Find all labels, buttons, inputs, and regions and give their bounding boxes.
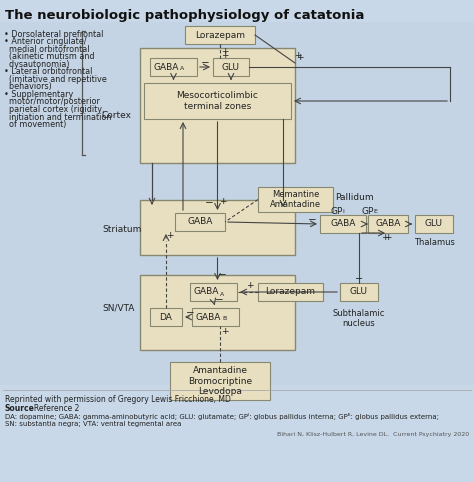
Text: −: − bbox=[218, 270, 227, 280]
Text: medial orbitofrontal: medial orbitofrontal bbox=[4, 45, 90, 54]
Text: GLU: GLU bbox=[350, 287, 368, 296]
Text: : Reference 2: : Reference 2 bbox=[29, 404, 79, 413]
Text: Lorazepam: Lorazepam bbox=[195, 30, 245, 40]
Text: dysautonomia): dysautonomia) bbox=[4, 60, 70, 69]
Text: • Lateral orbitofrontal: • Lateral orbitofrontal bbox=[4, 67, 92, 77]
Text: i: i bbox=[342, 209, 344, 214]
Text: +: + bbox=[221, 326, 229, 335]
FancyBboxPatch shape bbox=[150, 308, 182, 326]
Text: SN/VTA: SN/VTA bbox=[102, 304, 134, 312]
Text: GABA: GABA bbox=[330, 219, 356, 228]
Text: GABA: GABA bbox=[375, 219, 401, 228]
Text: GABA: GABA bbox=[154, 63, 179, 71]
Text: −: − bbox=[355, 274, 363, 284]
Text: GABA: GABA bbox=[187, 217, 213, 227]
Text: −: − bbox=[186, 308, 194, 318]
Text: Mesocorticolimbic
terminal zones: Mesocorticolimbic terminal zones bbox=[176, 91, 258, 111]
Text: SN: substantia negra; VTA: ventral tegmental area: SN: substantia negra; VTA: ventral tegme… bbox=[5, 421, 182, 427]
Text: +: + bbox=[294, 52, 302, 61]
Text: DA: dopamine; GABA: gamma-aminobutyric acid; GLU: glutamate; GPᴵ: globus pallidu: DA: dopamine; GABA: gamma-aminobutyric a… bbox=[5, 413, 439, 420]
FancyBboxPatch shape bbox=[190, 283, 237, 301]
Text: • Supplementary: • Supplementary bbox=[4, 90, 73, 99]
Text: A: A bbox=[220, 292, 224, 296]
Text: GLU: GLU bbox=[425, 219, 443, 228]
FancyBboxPatch shape bbox=[175, 213, 225, 231]
Text: behaviors): behaviors) bbox=[4, 82, 52, 92]
Text: −: − bbox=[205, 198, 214, 208]
FancyBboxPatch shape bbox=[185, 26, 255, 44]
Text: Cortex: Cortex bbox=[102, 110, 132, 120]
Text: +: + bbox=[384, 233, 392, 242]
Text: Thalamus: Thalamus bbox=[413, 238, 455, 247]
Text: • Dorsolateral prefrontal: • Dorsolateral prefrontal bbox=[4, 30, 103, 39]
Text: GABA: GABA bbox=[194, 287, 219, 296]
Text: Striatum: Striatum bbox=[102, 226, 141, 235]
Text: GP: GP bbox=[331, 207, 343, 216]
Text: −: − bbox=[215, 295, 224, 305]
FancyBboxPatch shape bbox=[170, 362, 270, 400]
Text: (akinetic mutism and: (akinetic mutism and bbox=[4, 53, 94, 62]
Text: Reprinted with permission of Gregory Lewis Fricchione, MD: Reprinted with permission of Gregory Lew… bbox=[5, 395, 231, 404]
FancyBboxPatch shape bbox=[140, 275, 295, 350]
Text: GABA: GABA bbox=[196, 312, 221, 321]
FancyBboxPatch shape bbox=[258, 283, 323, 301]
FancyBboxPatch shape bbox=[415, 215, 453, 233]
Text: +: + bbox=[219, 197, 226, 205]
Text: The neurobiologic pathophysiology of catatonia: The neurobiologic pathophysiology of cat… bbox=[5, 9, 365, 22]
Text: Subthalamic
nucleus: Subthalamic nucleus bbox=[333, 309, 385, 328]
Text: E: E bbox=[373, 209, 377, 214]
FancyBboxPatch shape bbox=[368, 215, 408, 233]
FancyBboxPatch shape bbox=[144, 83, 291, 119]
Text: −: − bbox=[308, 215, 316, 225]
Text: • Anterior cingulate/: • Anterior cingulate/ bbox=[4, 38, 86, 46]
Text: parietal cortex (rigidity,: parietal cortex (rigidity, bbox=[4, 105, 104, 114]
Text: A: A bbox=[180, 67, 184, 71]
FancyBboxPatch shape bbox=[140, 48, 295, 163]
Text: Pallidum: Pallidum bbox=[335, 192, 374, 201]
FancyBboxPatch shape bbox=[213, 58, 249, 76]
Text: DA: DA bbox=[160, 312, 173, 321]
Text: +: + bbox=[221, 46, 229, 55]
Text: GLU: GLU bbox=[222, 63, 240, 71]
Text: +: + bbox=[246, 281, 254, 290]
Text: +: + bbox=[296, 54, 304, 63]
Text: Bihari N, Klisz-Hulbert R, Levine DL.  Current Psychiatry 2020: Bihari N, Klisz-Hulbert R, Levine DL. Cu… bbox=[277, 432, 469, 437]
Text: GP: GP bbox=[362, 207, 374, 216]
Text: Memantine
Amantadine: Memantine Amantadine bbox=[270, 190, 321, 209]
Text: Source: Source bbox=[5, 404, 35, 413]
Text: B: B bbox=[222, 317, 226, 321]
Text: of movement): of movement) bbox=[4, 120, 66, 129]
FancyBboxPatch shape bbox=[258, 187, 333, 212]
Text: Lorazepam: Lorazepam bbox=[265, 287, 316, 296]
Text: initiation and termination: initiation and termination bbox=[4, 112, 111, 121]
FancyBboxPatch shape bbox=[140, 200, 295, 255]
Text: Amantadine
Bromocriptine
Levodopa: Amantadine Bromocriptine Levodopa bbox=[188, 366, 252, 396]
Text: (imitative and repetitive: (imitative and repetitive bbox=[4, 75, 107, 84]
Text: motor/motor/posterior: motor/motor/posterior bbox=[4, 97, 100, 107]
Text: +: + bbox=[381, 233, 389, 242]
FancyBboxPatch shape bbox=[192, 308, 239, 326]
FancyBboxPatch shape bbox=[0, 22, 474, 385]
Text: −: − bbox=[201, 58, 210, 68]
Text: +: + bbox=[221, 52, 229, 61]
FancyBboxPatch shape bbox=[150, 58, 197, 76]
FancyBboxPatch shape bbox=[340, 283, 378, 301]
Text: +: + bbox=[166, 231, 174, 241]
FancyBboxPatch shape bbox=[320, 215, 366, 233]
